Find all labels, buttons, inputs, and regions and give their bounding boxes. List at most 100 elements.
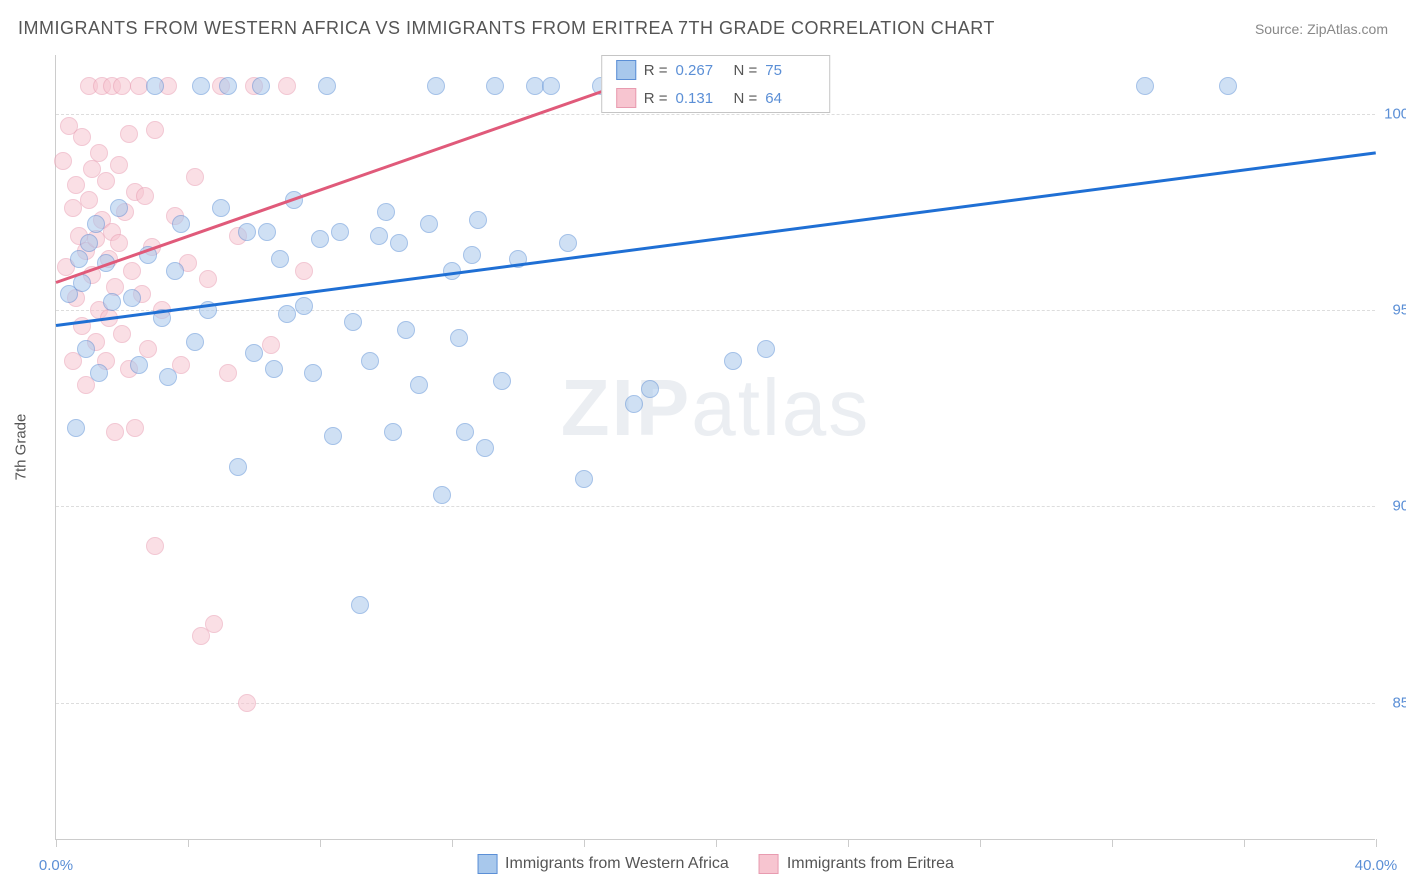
data-point-western_africa (427, 77, 445, 95)
data-point-western_africa (146, 77, 164, 95)
r-value: 0.267 (676, 62, 726, 79)
data-point-western_africa (377, 203, 395, 221)
chart-plot-area: 7th Grade ZIPatlas 85.0%90.0%95.0%100.0%… (55, 55, 1375, 840)
x-tick (716, 839, 717, 847)
data-point-western_africa (724, 352, 742, 370)
x-tick (584, 839, 585, 847)
series-legend: Immigrants from Western Africa Immigrants… (477, 854, 954, 874)
data-point-western_africa (526, 77, 544, 95)
data-point-western_africa (87, 215, 105, 233)
data-point-western_africa (70, 250, 88, 268)
y-tick-label: 100.0% (1380, 105, 1406, 122)
data-point-western_africa (1219, 77, 1237, 95)
data-point-eritrea (136, 187, 154, 205)
legend-swatch (477, 854, 497, 874)
n-value: 75 (765, 62, 815, 79)
data-point-western_africa (476, 439, 494, 457)
data-point-western_africa (90, 364, 108, 382)
x-tick (848, 839, 849, 847)
data-point-western_africa (625, 395, 643, 413)
data-point-western_africa (304, 364, 322, 382)
n-label: N = (734, 62, 758, 79)
gridline (56, 114, 1375, 115)
data-point-western_africa (77, 340, 95, 358)
x-tick (452, 839, 453, 847)
series-label: Immigrants from Western Africa (505, 855, 729, 873)
y-tick-label: 90.0% (1380, 498, 1406, 515)
data-point-western_africa (265, 360, 283, 378)
data-point-western_africa (219, 77, 237, 95)
data-point-eritrea (238, 694, 256, 712)
legend-swatch (616, 60, 636, 80)
data-point-eritrea (219, 364, 237, 382)
data-point-western_africa (311, 230, 329, 248)
data-point-eritrea (113, 77, 131, 95)
data-point-western_africa (166, 262, 184, 280)
data-point-western_africa (1136, 77, 1154, 95)
data-point-western_africa (641, 380, 659, 398)
data-point-western_africa (463, 246, 481, 264)
y-tick-label: 95.0% (1380, 302, 1406, 319)
data-point-eritrea (110, 234, 128, 252)
data-point-eritrea (54, 152, 72, 170)
legend-row-eritrea: R =0.131N =64 (602, 84, 830, 112)
data-point-western_africa (67, 419, 85, 437)
data-point-western_africa (186, 333, 204, 351)
x-tick (320, 839, 321, 847)
x-tick (1244, 839, 1245, 847)
data-point-eritrea (64, 199, 82, 217)
data-point-western_africa (324, 427, 342, 445)
data-point-eritrea (262, 336, 280, 354)
x-tick (1112, 839, 1113, 847)
data-point-eritrea (130, 77, 148, 95)
data-point-eritrea (146, 121, 164, 139)
gridline (56, 310, 1375, 311)
series-label: Immigrants from Eritrea (787, 855, 954, 873)
data-point-western_africa (351, 596, 369, 614)
watermark: ZIPatlas (561, 362, 870, 454)
watermark-rest: atlas (691, 363, 870, 452)
data-point-eritrea (146, 537, 164, 555)
data-point-eritrea (80, 191, 98, 209)
data-point-western_africa (410, 376, 428, 394)
data-point-eritrea (126, 419, 144, 437)
data-point-western_africa (295, 297, 313, 315)
x-tick (980, 839, 981, 847)
data-point-western_africa (130, 356, 148, 374)
x-tick-label: 0.0% (39, 857, 73, 874)
data-point-eritrea (139, 340, 157, 358)
data-point-western_africa (123, 289, 141, 307)
series-legend-item-western_africa: Immigrants from Western Africa (477, 854, 729, 874)
data-point-western_africa (229, 458, 247, 476)
n-value: 64 (765, 90, 815, 107)
data-point-eritrea (199, 270, 217, 288)
data-point-western_africa (450, 329, 468, 347)
data-point-eritrea (113, 325, 131, 343)
data-point-western_africa (318, 77, 336, 95)
data-point-western_africa (344, 313, 362, 331)
y-axis-title: 7th Grade (13, 414, 30, 481)
data-point-western_africa (172, 215, 190, 233)
x-tick (188, 839, 189, 847)
data-point-western_africa (370, 227, 388, 245)
data-point-western_africa (278, 305, 296, 323)
x-tick (56, 839, 57, 847)
data-point-western_africa (486, 77, 504, 95)
n-label: N = (734, 90, 758, 107)
data-point-eritrea (120, 125, 138, 143)
data-point-western_africa (575, 470, 593, 488)
data-point-western_africa (258, 223, 276, 241)
x-tick-label: 40.0% (1355, 857, 1398, 874)
data-point-western_africa (238, 223, 256, 241)
chart-title: IMMIGRANTS FROM WESTERN AFRICA VS IMMIGR… (18, 18, 995, 39)
data-point-western_africa (159, 368, 177, 386)
data-point-western_africa (559, 234, 577, 252)
r-label: R = (644, 62, 668, 79)
data-point-eritrea (295, 262, 313, 280)
x-tick (1376, 839, 1377, 847)
data-point-western_africa (493, 372, 511, 390)
data-point-western_africa (361, 352, 379, 370)
data-point-western_africa (420, 215, 438, 233)
data-point-western_africa (384, 423, 402, 441)
data-point-eritrea (186, 168, 204, 186)
